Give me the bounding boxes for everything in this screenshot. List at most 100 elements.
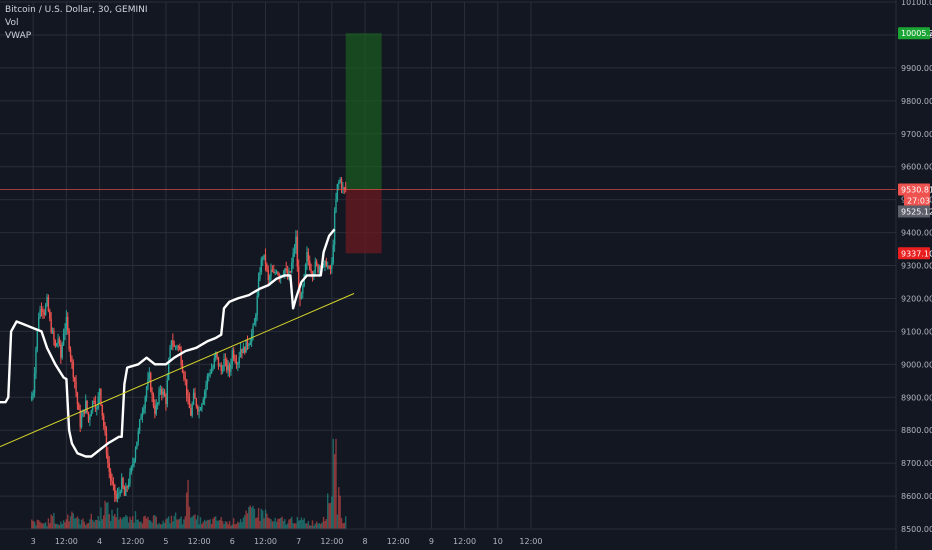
candle-body	[206, 375, 209, 385]
volume-bar	[173, 515, 175, 529]
volume-bar	[209, 519, 211, 529]
candle-body	[284, 268, 286, 275]
volume-bar	[170, 515, 173, 529]
candle-body	[181, 364, 184, 373]
x-tick-label: 12:00	[453, 537, 476, 546]
volume-bar	[277, 518, 279, 529]
candle-body	[176, 346, 178, 348]
candle-body	[72, 361, 74, 378]
volume-bar	[227, 524, 229, 529]
volume-bar	[183, 519, 185, 529]
volume-bar	[199, 517, 202, 529]
indicator-vol[interactable]: Vol	[5, 18, 19, 28]
candle-body	[331, 262, 333, 269]
candle-body	[187, 395, 189, 399]
candle-body	[268, 276, 271, 280]
time-axis[interactable]: 3 12:00 4 12:00 5 12:00 6 12:00 7 12:00 8 12:00 9 12:…	[0, 528, 896, 546]
volume-bar	[75, 517, 77, 529]
volume-bar	[86, 523, 88, 529]
volume-bar	[69, 516, 72, 529]
candle-body	[332, 244, 334, 263]
volume-bar	[85, 524, 87, 529]
candle-body	[122, 478, 124, 488]
candle-body	[100, 388, 102, 405]
candle-body	[79, 409, 81, 428]
volume-bar	[285, 524, 287, 529]
volume-bar	[174, 512, 177, 529]
candle-body	[248, 345, 250, 347]
volume-bar	[181, 524, 184, 529]
candle-body	[201, 404, 203, 410]
candle-body	[43, 312, 45, 315]
candle-body	[232, 350, 235, 359]
volume-bar	[180, 516, 182, 529]
volume-bar	[311, 520, 314, 529]
chart-title[interactable]: Bitcoin / U.S. Dollar, 30, GEMINI	[5, 5, 148, 15]
candle-body	[202, 399, 204, 405]
candle-body	[91, 400, 94, 411]
candle-body	[85, 400, 87, 413]
volume-bar	[202, 521, 204, 529]
volume-bar	[76, 516, 79, 529]
volume-bar	[206, 519, 209, 529]
volume-bar	[342, 523, 344, 529]
volume-bar	[152, 515, 155, 529]
volume-bar	[191, 516, 193, 529]
x-tick-label: 3	[31, 537, 36, 546]
volume-bar	[185, 492, 188, 529]
volume-bar	[268, 518, 271, 529]
countdown-badge-bg	[904, 195, 930, 206]
candle-body	[238, 357, 240, 364]
volume-bar	[249, 505, 251, 529]
candle-body	[210, 369, 213, 374]
candle-body	[162, 391, 164, 395]
volume-bar	[310, 525, 312, 529]
volume-bar	[123, 517, 126, 529]
volume-bar	[217, 520, 220, 529]
volume-bar	[122, 517, 124, 529]
volume-bar	[31, 519, 33, 529]
volume-bar	[259, 520, 261, 529]
volume-bar	[184, 516, 186, 529]
volume-bar	[246, 513, 249, 529]
price-badges: 10005.29 9530.81 27:03 9525.12 9337.10	[898, 27, 932, 260]
volume-bar	[197, 515, 199, 529]
volume-bar	[223, 524, 225, 529]
volume-bar	[47, 518, 50, 529]
candle-body	[277, 272, 279, 275]
volume-bar	[327, 493, 329, 529]
volume-bar	[43, 523, 45, 529]
candle-body	[145, 387, 148, 398]
volume-bar	[98, 520, 101, 529]
volume-bar	[286, 523, 289, 529]
volume-bar	[213, 517, 216, 529]
candle-body	[31, 395, 33, 401]
candle-body	[55, 343, 58, 347]
volume-bar	[228, 521, 231, 529]
candle-body	[302, 285, 304, 294]
volume-bar	[61, 524, 63, 529]
candle-body	[275, 272, 278, 274]
indicator-vwap[interactable]: VWAP	[5, 31, 32, 41]
volume-bar	[281, 516, 283, 529]
candle-body	[127, 483, 130, 488]
volume-bar	[67, 514, 69, 529]
volume-bar	[35, 525, 37, 529]
volume-bar	[115, 517, 117, 529]
volume-bar	[335, 438, 337, 529]
volume-bar	[284, 519, 286, 529]
price-axis[interactable]: 8500.00 8600.00 8700.00 8800.00 8900.00 9000.…	[895, 0, 932, 550]
volume-bar	[343, 522, 345, 529]
volume-bar	[279, 517, 282, 529]
candle-body	[118, 493, 120, 495]
candle-body	[249, 341, 251, 346]
volume-bar	[176, 519, 178, 529]
candle-body	[180, 349, 182, 365]
volume-bar	[39, 521, 41, 529]
volume-bar	[299, 520, 301, 529]
y-tick-label: 8700.00	[901, 459, 932, 468]
candle-body	[35, 348, 37, 374]
volume-bar	[87, 523, 90, 529]
